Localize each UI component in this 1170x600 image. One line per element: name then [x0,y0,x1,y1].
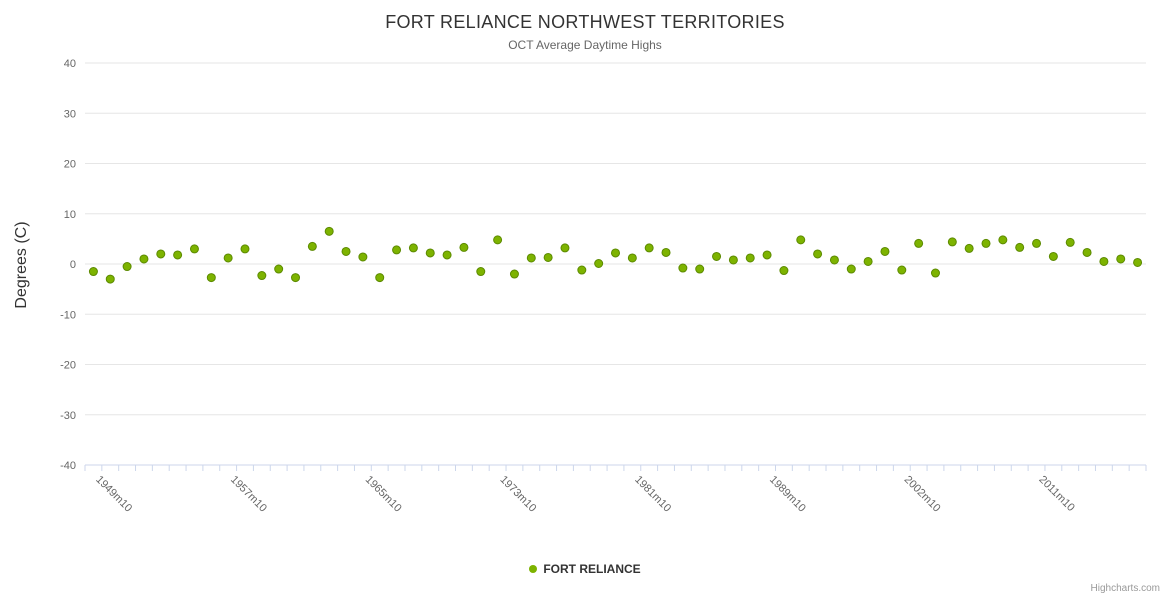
credits-link[interactable]: Highcharts.com [1090,583,1160,594]
data-point[interactable] [695,264,705,274]
data-point[interactable] [1133,257,1143,267]
data-point[interactable] [156,249,166,259]
x-axis-label: 1973m10 [497,474,538,515]
x-axis-label: 2011m10 [1036,474,1076,514]
data-point[interactable] [981,238,991,248]
data-point[interactable] [745,253,755,263]
data-point[interactable] [611,248,620,258]
data-point[interactable] [594,258,604,268]
data-point[interactable] [813,249,823,259]
x-axis-label: 2002m10 [902,474,943,515]
data-point[interactable] [189,244,199,254]
data-point[interactable] [442,250,452,260]
data-point[interactable] [543,252,553,262]
data-point[interactable] [476,267,486,277]
data-point[interactable] [274,264,284,274]
data-point[interactable] [291,273,301,283]
data-point[interactable] [493,235,503,245]
data-point[interactable] [712,251,722,261]
data-point[interactable] [375,273,385,283]
data-point[interactable] [408,243,418,253]
legend-label: FORT RELIANCE [543,562,641,576]
data-point[interactable] [829,255,839,265]
data-point[interactable] [459,242,469,252]
y-axis-label: -20 [60,360,76,372]
data-point[interactable] [560,243,570,253]
y-axis-label: 30 [64,108,76,120]
x-axis-label: 1989m10 [767,474,808,515]
chart-title: FORT RELIANCE NORTHWEST TERRITORIES [385,12,785,32]
y-axis-label: -40 [60,460,76,472]
data-point[interactable] [728,255,738,265]
data-point[interactable] [173,250,183,260]
data-point[interactable] [341,246,351,256]
data-point[interactable] [425,248,435,258]
data-point[interactable] [206,273,216,283]
legend-item-fort-reliance[interactable]: FORT RELIANCE [0,562,1170,576]
y-axis-label: 20 [64,159,76,171]
x-axis-label: 1965m10 [363,474,404,515]
data-point[interactable] [139,254,149,264]
data-point[interactable] [930,268,940,278]
y-axis-label: -30 [60,410,76,422]
data-point[interactable] [257,271,267,281]
data-point[interactable] [324,226,334,236]
x-axis-label: 1957m10 [228,474,269,515]
data-point[interactable] [358,252,368,262]
data-point[interactable] [914,238,924,248]
data-point[interactable] [1015,242,1025,252]
data-point[interactable] [846,264,856,274]
data-point[interactable] [240,244,250,254]
x-axis-label: 1981m10 [632,474,673,515]
data-point[interactable] [964,243,974,253]
y-axis-label: 0 [70,259,76,271]
y-axis-label: 10 [64,209,76,221]
data-point[interactable] [661,247,671,257]
data-point[interactable] [627,253,637,263]
data-point[interactable] [1065,237,1075,247]
data-point[interactable] [998,235,1008,245]
data-point[interactable] [779,266,789,276]
data-point[interactable] [796,235,806,245]
y-axis-label: 40 [64,58,76,70]
legend-marker-icon [529,565,538,573]
data-point[interactable] [947,237,957,247]
data-point[interactable] [1116,254,1126,264]
data-point[interactable] [880,246,890,256]
data-point[interactable] [762,250,772,260]
y-axis-label: -10 [60,309,76,321]
data-point[interactable] [897,265,907,275]
data-point[interactable] [223,253,233,263]
data-point[interactable] [1082,247,1092,257]
data-point[interactable] [1099,256,1109,266]
data-point[interactable] [526,253,536,263]
data-point[interactable] [392,245,402,255]
data-point[interactable] [678,263,688,273]
x-axis-label: 1949m10 [93,474,134,515]
data-point[interactable] [577,265,587,275]
chart-subtitle: OCT Average Daytime Highs [508,38,662,52]
data-point[interactable] [509,269,519,279]
data-point[interactable] [105,274,115,284]
data-point[interactable] [88,267,98,277]
data-point[interactable] [307,241,317,251]
data-point[interactable] [1048,251,1058,261]
data-point[interactable] [122,262,132,272]
data-point[interactable] [644,243,654,253]
data-point[interactable] [1032,238,1042,248]
data-point[interactable] [863,256,873,266]
